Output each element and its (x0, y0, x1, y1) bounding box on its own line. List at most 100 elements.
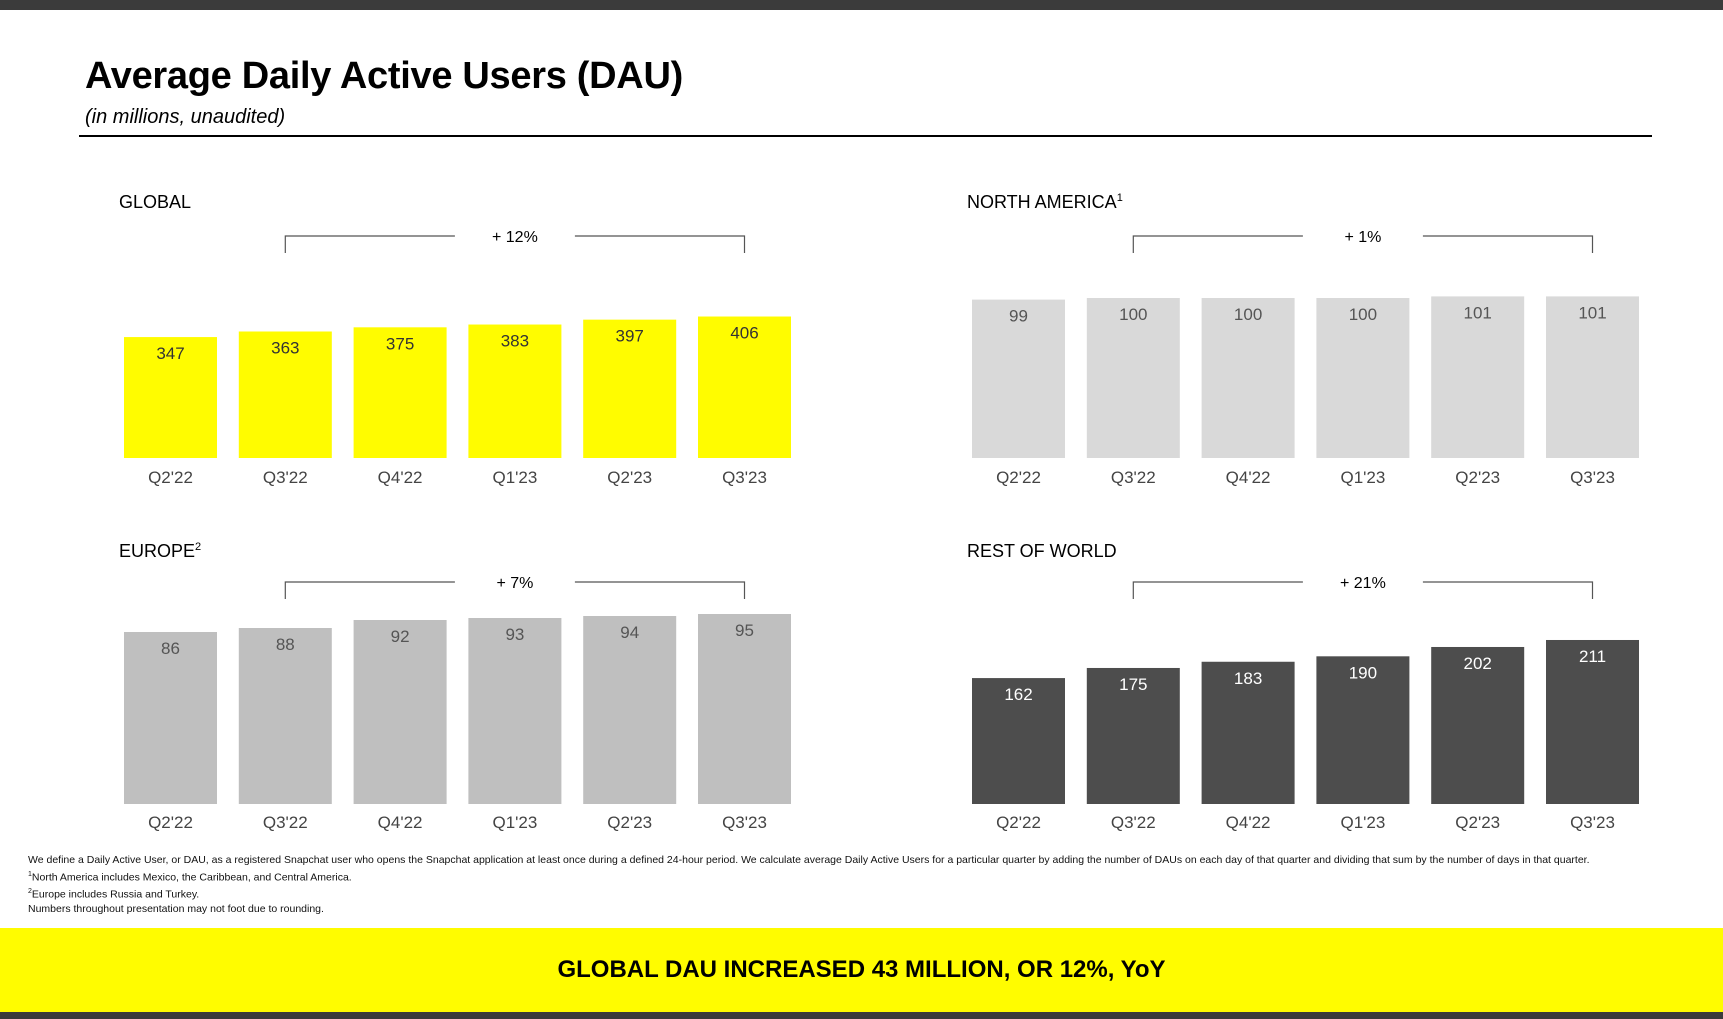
north-america-category-label-4: Q1'23 (1340, 468, 1385, 487)
global-value-label-5: 397 (616, 327, 644, 346)
rest-of-world-category-label-6: Q3'23 (1570, 813, 1615, 832)
north-america-bar-6 (1546, 296, 1639, 458)
europe-value-label-6: 95 (735, 621, 754, 640)
global-category-label-4: Q1'23 (492, 468, 537, 487)
rest-of-world-value-label-2: 175 (1119, 675, 1147, 694)
europe-value-label-3: 92 (391, 627, 410, 646)
page-subtitle: (in millions, unaudited) (85, 106, 286, 128)
europe-bar-4 (468, 618, 562, 804)
rest-of-world-bar-6 (1546, 639, 1639, 804)
global-value-label-4: 383 (501, 332, 529, 351)
north-america-bracket-left (1132, 235, 1303, 253)
rest-of-world-value-label-5: 202 (1464, 654, 1492, 673)
global-chart-title: GLOBAL (119, 192, 192, 212)
global-bar-1 (124, 337, 217, 458)
global-value-label-2: 363 (271, 338, 299, 357)
north-america-category-label-6: Q3'23 (1570, 468, 1615, 487)
europe-bar-1 (124, 632, 217, 804)
rest-of-world-change-label: + 21% (1340, 575, 1386, 592)
rest-of-world-value-label-1: 162 (1004, 685, 1032, 704)
rest-of-world-value-label-4: 190 (1349, 663, 1377, 682)
north-america-value-label-5: 101 (1464, 303, 1492, 322)
rest-of-world-value-label-3: 183 (1234, 669, 1262, 688)
rest-of-world-category-label-3: Q4'22 (1226, 813, 1271, 832)
europe-value-label-1: 86 (161, 639, 180, 658)
europe-category-label-2: Q3'22 (263, 813, 308, 832)
global-value-label-6: 406 (730, 324, 758, 343)
north-america-bracket-right (1422, 235, 1594, 253)
rest-of-world-category-label-2: Q3'22 (1111, 813, 1156, 832)
page-title: Average Daily Active Users (DAU) (85, 55, 683, 97)
global-bar-3 (353, 327, 447, 458)
title-divider (79, 135, 1652, 137)
europe-category-label-1: Q2'22 (148, 813, 193, 832)
north-america-chart-title: NORTH AMERICA1 (967, 192, 1123, 212)
north-america-bar-3 (1201, 298, 1295, 458)
europe-change-label: + 7% (496, 575, 533, 592)
north-america-bar-1 (972, 299, 1065, 458)
global-bar-2 (238, 331, 332, 458)
rest-of-world-value-label-6: 211 (1579, 647, 1606, 666)
north-america-category-label-2: Q3'22 (1111, 468, 1156, 487)
global-category-label-1: Q2'22 (148, 468, 193, 487)
north-america-category-label-1: Q2'22 (996, 468, 1041, 487)
rest-of-world-category-label-1: Q2'22 (996, 813, 1041, 832)
europe-category-label-6: Q3'23 (722, 813, 767, 832)
rest-of-world-bracket-left (1132, 581, 1303, 599)
europe-category-label-5: Q2'23 (607, 813, 652, 832)
north-america-change-label: + 1% (1344, 229, 1381, 246)
global-value-label-3: 375 (386, 334, 414, 353)
north-america-bar-2 (1086, 298, 1180, 458)
footnote-definition: We define a Daily Active User, or DAU, a… (28, 854, 1590, 866)
rest-of-world-bar-4 (1316, 656, 1410, 804)
rest-of-world-bracket-right (1422, 581, 1594, 599)
global-bar-5 (583, 319, 677, 458)
europe-value-label-2: 88 (276, 635, 295, 654)
europe-bar-3 (353, 620, 447, 804)
footnote-2: 2Europe includes Russia and Turkey. (28, 887, 200, 901)
europe-category-label-4: Q1'23 (492, 813, 537, 832)
footnote-mark-1: 1 (1116, 192, 1123, 204)
europe-bracket-right (574, 581, 746, 599)
north-america-value-label-4: 100 (1349, 305, 1377, 324)
europe-bracket-left (284, 581, 455, 599)
europe-value-label-4: 93 (505, 625, 524, 644)
global-bar-4 (468, 324, 562, 458)
north-america-bar-4 (1316, 298, 1410, 458)
north-america-value-label-1: 99 (1009, 307, 1028, 326)
global-category-label-5: Q2'23 (607, 468, 652, 487)
global-category-label-6: Q3'23 (722, 468, 767, 487)
north-america-value-label-2: 100 (1119, 305, 1147, 324)
bottom-bar (0, 1012, 1723, 1019)
rest-of-world-bar-3 (1201, 661, 1295, 804)
europe-bar-2 (238, 628, 332, 804)
top-bar (0, 0, 1723, 10)
rest-of-world-category-label-4: Q1'23 (1340, 813, 1385, 832)
rest-of-world-category-label-5: Q2'23 (1455, 813, 1500, 832)
global-change-label: + 12% (492, 229, 538, 246)
footnote-3: Numbers throughout presentation may not … (28, 902, 324, 915)
north-america-value-label-6: 101 (1578, 303, 1606, 322)
europe-value-label-5: 94 (620, 623, 639, 642)
footnote-mark-2: 2 (195, 541, 202, 553)
global-bracket-left (284, 235, 455, 253)
footnote-1: 1North America includes Mexico, the Cari… (28, 870, 352, 884)
summary-banner-text: GLOBAL DAU INCREASED 43 MILLION, OR 12%,… (557, 956, 1166, 983)
footnotes: We define a Daily Active User, or DAU, a… (28, 853, 1698, 916)
global-category-label-2: Q3'22 (263, 468, 308, 487)
europe-bar-5 (583, 616, 677, 804)
europe-bar-6 (698, 614, 791, 804)
europe-chart-title: EUROPE2 (119, 541, 202, 561)
summary-banner: GLOBAL DAU INCREASED 43 MILLION, OR 12%,… (0, 928, 1723, 1012)
north-america-category-label-5: Q2'23 (1455, 468, 1500, 487)
north-america-value-label-3: 100 (1234, 305, 1262, 324)
europe-category-label-3: Q4'22 (378, 813, 423, 832)
north-america-bar-5 (1431, 296, 1525, 458)
global-bracket-right (574, 235, 746, 253)
rest-of-world-bar-2 (1086, 667, 1180, 804)
global-bar-6 (698, 316, 791, 458)
